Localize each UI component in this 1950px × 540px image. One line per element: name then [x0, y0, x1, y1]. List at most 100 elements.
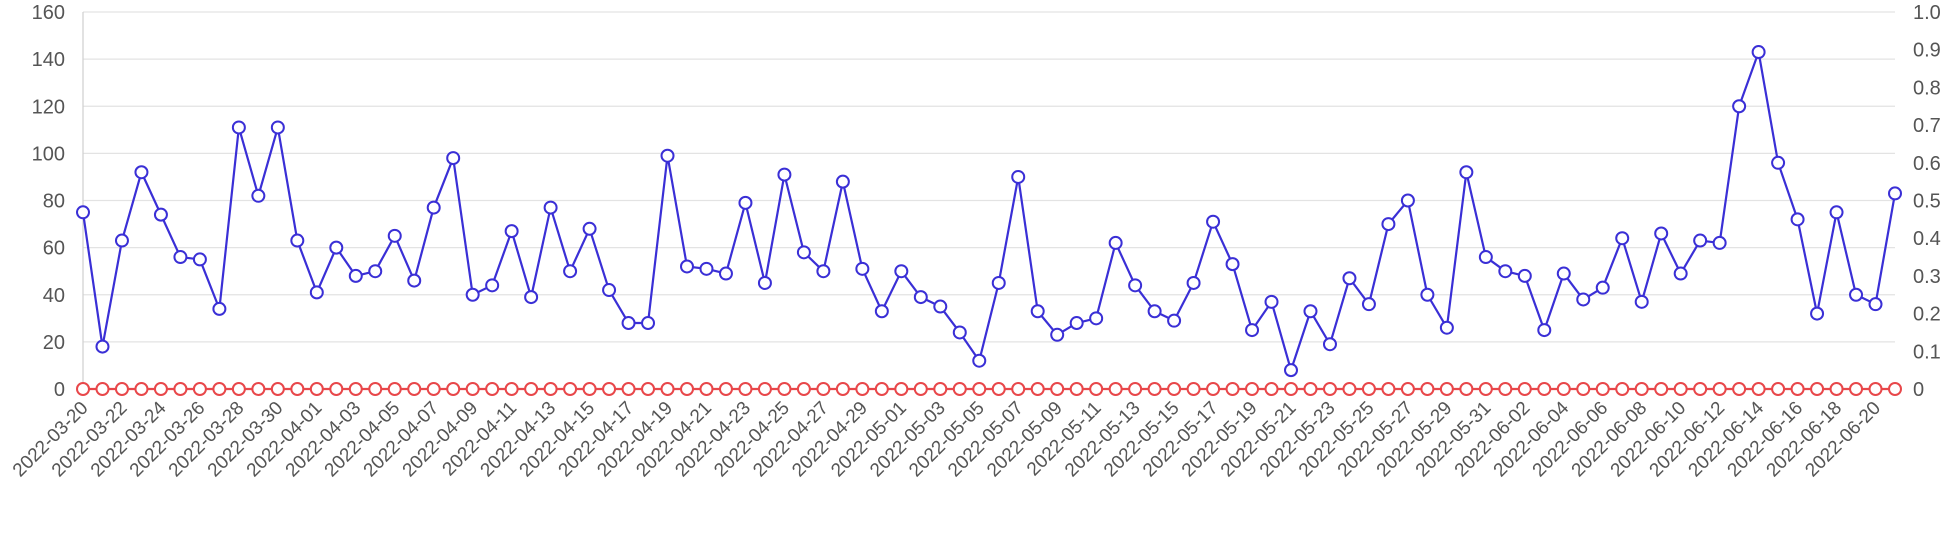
data-point[interactable] [1303, 304, 1318, 319]
data-point[interactable] [874, 382, 889, 396]
data-point[interactable] [1478, 382, 1493, 396]
data-point[interactable] [114, 233, 129, 248]
data-point[interactable] [329, 240, 344, 255]
data-point[interactable] [1264, 294, 1279, 309]
data-point[interactable] [270, 120, 285, 135]
data-point[interactable] [718, 266, 733, 281]
data-point[interactable] [1790, 212, 1805, 227]
data-point[interactable] [1537, 382, 1552, 396]
data-point[interactable] [1771, 155, 1786, 170]
data-point[interactable] [1595, 280, 1610, 295]
data-point[interactable] [1790, 382, 1805, 396]
data-point[interactable] [660, 148, 675, 163]
data-point[interactable] [1634, 382, 1649, 396]
data-point[interactable] [1732, 382, 1747, 396]
data-point[interactable] [1595, 382, 1610, 396]
data-point[interactable] [1245, 323, 1260, 338]
data-point[interactable] [1459, 165, 1474, 180]
data-point[interactable] [153, 382, 168, 396]
data-point[interactable] [835, 382, 850, 396]
data-point[interactable] [407, 273, 422, 288]
data-point[interactable] [134, 382, 149, 396]
data-point[interactable] [1439, 382, 1454, 396]
data-point[interactable] [543, 200, 558, 215]
data-point[interactable] [1712, 235, 1727, 250]
data-point[interactable] [1654, 226, 1669, 241]
data-point[interactable] [1206, 214, 1221, 229]
data-point[interactable] [1303, 382, 1318, 396]
data-point[interactable] [465, 287, 480, 302]
data-point[interactable] [1361, 382, 1376, 396]
data-point[interactable] [1673, 382, 1688, 396]
data-point[interactable] [1810, 306, 1825, 321]
data-point[interactable] [368, 264, 383, 279]
data-point[interactable] [563, 382, 578, 396]
data-point[interactable] [1225, 257, 1240, 272]
data-point[interactable] [1400, 193, 1415, 208]
data-point[interactable] [602, 283, 617, 298]
data-point[interactable] [738, 382, 753, 396]
data-point[interactable] [796, 245, 811, 260]
data-point[interactable] [1186, 275, 1201, 290]
data-point[interactable] [426, 382, 441, 396]
data-point[interactable] [1868, 297, 1883, 312]
data-point[interactable] [1498, 382, 1513, 396]
data-point[interactable] [1011, 169, 1026, 184]
data-point[interactable] [1693, 233, 1708, 248]
data-point[interactable] [465, 382, 480, 396]
data-point[interactable] [504, 224, 519, 239]
data-point[interactable] [1439, 320, 1454, 335]
data-point[interactable] [309, 382, 324, 396]
data-point[interactable] [1322, 382, 1337, 396]
data-point[interactable] [231, 120, 246, 135]
data-point[interactable] [270, 382, 285, 396]
data-point[interactable] [251, 188, 266, 203]
data-point[interactable] [348, 382, 363, 396]
data-point[interactable] [913, 382, 928, 396]
data-point[interactable] [1322, 337, 1337, 352]
data-point[interactable] [1264, 382, 1279, 396]
data-point[interactable] [602, 382, 617, 396]
data-point[interactable] [1849, 287, 1864, 302]
data-point[interactable] [153, 207, 168, 222]
data-point[interactable] [952, 325, 967, 340]
data-point[interactable] [251, 382, 266, 396]
data-point[interactable] [1693, 382, 1708, 396]
data-point[interactable] [173, 250, 188, 265]
data-point[interactable] [1771, 382, 1786, 396]
data-point[interactable] [816, 264, 831, 279]
data-point[interactable] [1829, 205, 1844, 220]
data-point[interactable] [1245, 382, 1260, 396]
data-point[interactable] [835, 174, 850, 189]
data-point[interactable] [1381, 217, 1396, 232]
data-point[interactable] [699, 261, 714, 276]
data-point[interactable] [387, 228, 402, 243]
data-point[interactable] [1634, 294, 1649, 309]
data-point[interactable] [1167, 313, 1182, 328]
data-point[interactable] [192, 382, 207, 396]
data-point[interactable] [1342, 382, 1357, 396]
data-point[interactable] [1576, 382, 1591, 396]
data-point[interactable] [1030, 304, 1045, 319]
data-point[interactable] [1069, 382, 1084, 396]
data-point[interactable] [1011, 382, 1026, 396]
data-point[interactable] [348, 268, 363, 283]
data-point[interactable] [621, 382, 636, 396]
data-point[interactable] [1751, 382, 1766, 396]
data-point[interactable] [641, 382, 656, 396]
data-point[interactable] [1888, 382, 1902, 396]
data-point[interactable] [1888, 186, 1902, 201]
data-point[interactable] [1069, 316, 1084, 331]
data-point[interactable] [582, 382, 597, 396]
data-point[interactable] [1810, 382, 1825, 396]
data-point[interactable] [894, 264, 909, 279]
data-point[interactable] [426, 200, 441, 215]
data-point[interactable] [1030, 382, 1045, 396]
data-point[interactable] [660, 382, 675, 396]
data-point[interactable] [894, 382, 909, 396]
data-point[interactable] [1712, 382, 1727, 396]
data-point[interactable] [874, 304, 889, 319]
data-point[interactable] [407, 382, 422, 396]
data-point[interactable] [952, 382, 967, 396]
data-point[interactable] [1556, 382, 1571, 396]
